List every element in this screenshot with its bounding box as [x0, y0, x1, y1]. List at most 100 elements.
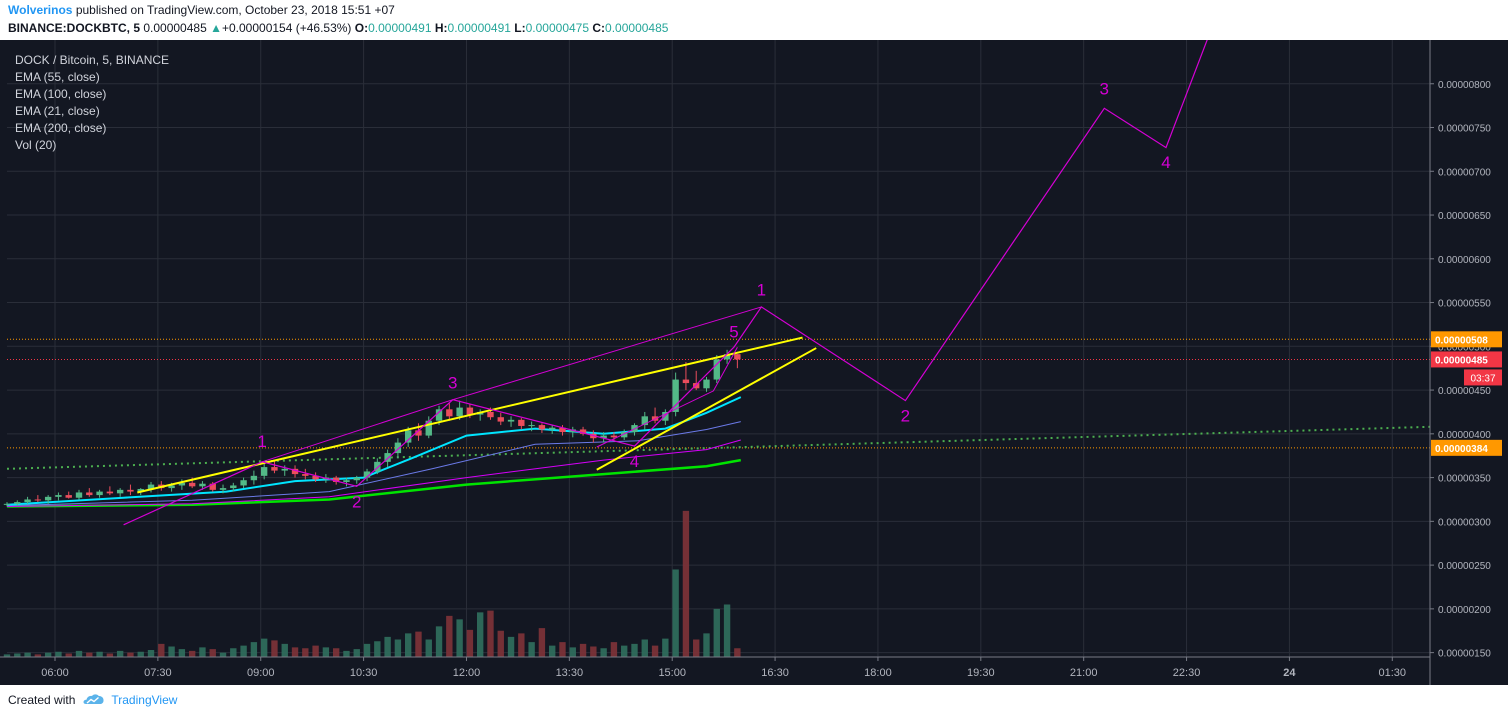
candle-body [538, 425, 546, 430]
candle-body [332, 477, 340, 482]
publish-info: published on TradingView.com, October 23… [75, 3, 395, 17]
volume-bar [559, 642, 566, 657]
volume-bar [507, 636, 515, 657]
symbol-name: BINANCE:DOCKBTC, 5 [8, 21, 140, 35]
chart-background [0, 40, 1508, 685]
ema-lines [6, 396, 1431, 508]
candle-body [116, 489, 124, 494]
author-link[interactable]: Wolverinos [8, 3, 73, 17]
volume-bar [672, 569, 679, 657]
candle-body [188, 482, 196, 487]
volume-bar [435, 626, 443, 657]
x-tick-label: 10:30 [350, 667, 378, 679]
price-chart[interactable]: 1 2 3 4 5 1 2 3 4 DOCK / Bitcoin, 5, BINANCE EMA… [0, 40, 1508, 685]
volume-bar [44, 652, 52, 657]
y-tick-label: 0.00000450 [1438, 386, 1491, 397]
y-tick-label: 0.00000750 [1438, 124, 1491, 135]
elliott-channel-line [452, 306, 762, 401]
volume-bar [219, 652, 227, 657]
volume-bar [291, 647, 299, 657]
volume-bar [34, 654, 42, 657]
price-axis[interactable]: 0.00000800 0.00000750 0.00000700 0.00000650… [1429, 40, 1502, 685]
wave-label: 5 [729, 323, 738, 342]
low-value: 0.00000475 [525, 21, 590, 35]
created-with-label: Created with [8, 693, 76, 707]
candle-body [497, 417, 504, 422]
price-tag-label: 0.00000485 [1435, 355, 1488, 366]
volume-bar [610, 642, 618, 657]
chart-legend: DOCK / Bitcoin, 5, BINANCE EMA (55, clos… [15, 53, 169, 152]
drawings: 1 2 3 4 5 1 2 3 4 [123, 40, 1208, 526]
volume-bar [487, 610, 494, 657]
last-price: 0.00000485 [143, 21, 207, 35]
wave-label: 3 [448, 373, 457, 392]
candle-body [384, 453, 391, 462]
candle-body [55, 495, 62, 497]
price-tag-label: 0.00000508 [1435, 335, 1488, 346]
candle-body [435, 409, 443, 421]
candle-body [374, 461, 381, 472]
volume-bar [404, 633, 412, 657]
candlesticks [3, 349, 741, 507]
volume-bar [651, 645, 659, 657]
candle-body [147, 484, 155, 489]
candle-body [549, 427, 556, 430]
volume-bar [168, 646, 175, 657]
y-tick-label: 0.00000700 [1438, 167, 1491, 178]
price-tag [1431, 331, 1502, 348]
volume-bar [332, 648, 340, 657]
volume-bar [127, 652, 134, 657]
volume-bar [106, 653, 114, 657]
x-tick-label: 13:30 [556, 667, 584, 679]
volume-bar [528, 642, 535, 657]
x-tick-label: 16:30 [761, 667, 789, 679]
legend-ema200[interactable]: EMA (200, close) [15, 121, 106, 135]
legend-ema21[interactable]: EMA (21, close) [15, 104, 100, 118]
candle-body [86, 492, 93, 496]
price-tag [1431, 439, 1502, 456]
price-tag [1431, 351, 1502, 368]
volume-bar [569, 647, 576, 657]
candle-body [353, 477, 360, 481]
volume-bar [137, 651, 144, 657]
y-tick-label: 0.00000500 [1438, 342, 1491, 353]
tradingview-link[interactable]: TradingView [111, 693, 178, 707]
legend-ema55[interactable]: EMA (55, close) [15, 70, 100, 84]
price-tag-label: 0.00000384 [1435, 444, 1488, 455]
elliott-channel-line [261, 399, 453, 463]
volume-bar [734, 648, 741, 657]
volume-bar [425, 639, 432, 657]
y-tick-label: 0.00000200 [1438, 605, 1491, 616]
candle-body [3, 503, 11, 505]
candle-body [672, 379, 679, 412]
volume-bar [446, 615, 453, 657]
volume-bar [394, 639, 402, 657]
elliott-wave-path [123, 40, 1208, 526]
candle-body [693, 383, 700, 389]
x-tick-label: 24 [1283, 667, 1296, 679]
wave-label: 4 [630, 452, 639, 471]
candle-body [404, 430, 412, 443]
candle-body [713, 359, 720, 380]
candle-body [34, 499, 42, 501]
legend-ema100[interactable]: EMA (100, close) [15, 87, 106, 101]
x-tick-label: 18:00 [864, 667, 892, 679]
countdown-label: 03:37 [1470, 373, 1495, 384]
y-tick-label: 0.00000550 [1438, 299, 1491, 310]
volume-bar [209, 649, 216, 657]
trendline [596, 347, 817, 471]
legend-volume[interactable]: Vol (20) [15, 138, 56, 152]
volume-bar [240, 645, 247, 657]
wave-label: 3 [1100, 79, 1109, 98]
high-value: 0.00000491 [447, 21, 511, 35]
time-axis[interactable]: 06:00 07:30 09:00 10:30 12:00 13:30 15:00 16:30… [0, 656, 1430, 679]
low-label: L: [514, 21, 526, 35]
x-tick-label: 12:00 [453, 667, 481, 679]
volume-bar [549, 645, 556, 657]
candle-body [600, 435, 607, 439]
candle-body [446, 409, 453, 417]
x-tick-label: 22:30 [1173, 667, 1201, 679]
volume-bar [641, 639, 648, 657]
volume-bar [86, 652, 93, 657]
x-tick-label: 15:00 [658, 667, 686, 679]
